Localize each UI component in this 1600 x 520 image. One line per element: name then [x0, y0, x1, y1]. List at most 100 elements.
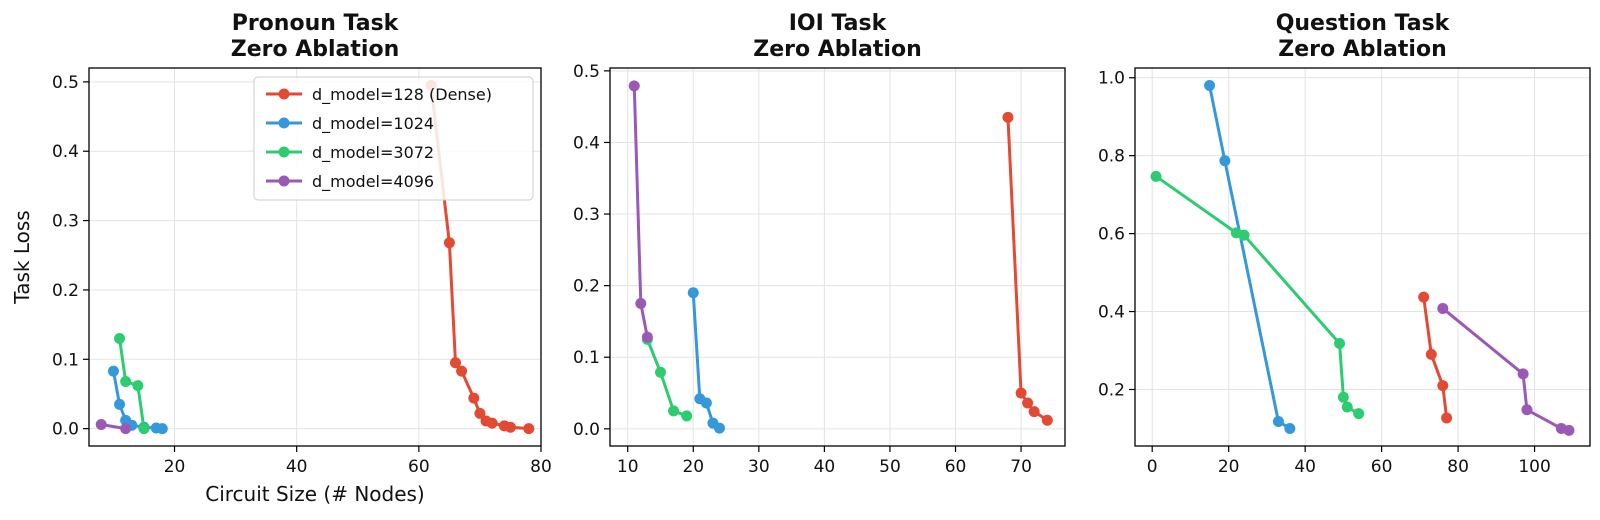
chart-panel-1: 20 40 60 80 0.0 0.1 0.2 0.3 0.4 0.5 Pronoun TaskZe…	[10, 11, 552, 506]
series-line-dense	[1006, 115, 1049, 422]
x-tick-label: 60	[1371, 457, 1393, 477]
data-point-dense	[486, 417, 498, 429]
data-point-d1024	[687, 287, 699, 299]
x-tick-label: 40	[286, 457, 308, 477]
legend-label-d1024: d_model=1024	[312, 114, 434, 134]
data-point-d4096	[641, 331, 653, 343]
data-point-d1024	[107, 365, 119, 377]
y-tick-label: 0.0	[52, 420, 79, 440]
series-line-d3072	[118, 337, 146, 431]
data-point-d4096	[120, 423, 132, 435]
data-point-dense	[443, 237, 455, 249]
data-point-d3072	[681, 410, 693, 422]
data-point-d1024	[1204, 80, 1216, 92]
data-point-d3072	[654, 366, 666, 378]
chart-title-line-1: Pronoun Task	[232, 11, 400, 36]
y-tick-label: 0.2	[52, 281, 79, 301]
series-line-dense	[1422, 295, 1449, 420]
chart-panel-3: 0 20 40 60 80 100 0.2 0.4 0.6 0.8 1.0 Question Task…	[1098, 11, 1591, 477]
x-tick-label: 0	[1147, 457, 1158, 477]
legend: d_model=128 (Dense) d_model=1024 d_model=3…	[253, 76, 534, 201]
data-point-dense	[468, 392, 480, 404]
data-point-d3072	[138, 423, 150, 435]
axes-frame	[88, 67, 542, 447]
x-tick-label: 40	[1294, 457, 1316, 477]
y-tick-label: 0.4	[1098, 303, 1125, 323]
chart-title-line-2: Zero Ablation	[231, 37, 400, 62]
y-axis-label: Task Loss	[10, 210, 34, 304]
y-tick-label: 0.8	[1098, 147, 1125, 167]
data-point-d3072	[1150, 170, 1162, 182]
y-tick-label: 0.5	[52, 73, 79, 93]
chart-title-line-1: IOI Task	[789, 11, 888, 36]
series-line-d4096	[1441, 306, 1571, 432]
data-point-dense	[474, 407, 486, 419]
data-point-d3072	[1353, 408, 1365, 420]
data-point-dense	[504, 421, 516, 433]
y-tick-label: 0.2	[573, 277, 600, 297]
y-tick-label: 0.5	[573, 62, 600, 82]
legend-label-d4096: d_model=4096	[312, 172, 434, 192]
series-line-d1024	[1208, 84, 1292, 430]
data-point-d1024	[156, 423, 168, 435]
y-tick-label: 0.2	[1098, 380, 1125, 400]
x-tick-label: 60	[945, 457, 967, 477]
y-tick-label: 0.4	[573, 133, 600, 153]
data-point-dense	[449, 357, 461, 369]
legend-label-d3072: d_model=3072	[312, 143, 434, 163]
data-point-d1024	[1272, 415, 1284, 427]
x-tick-label: 20	[1218, 457, 1240, 477]
data-point-dense	[456, 365, 468, 377]
x-tick-label: 10	[617, 457, 639, 477]
y-tick-label: 0.1	[573, 348, 600, 368]
data-point-dense	[1028, 406, 1040, 418]
x-tick-label: 70	[1010, 457, 1032, 477]
data-point-d4096	[95, 418, 107, 430]
data-point-dense	[1041, 414, 1053, 426]
data-point-d4096	[1437, 302, 1449, 314]
data-point-dense	[1425, 348, 1437, 360]
axes-frame	[1134, 67, 1591, 447]
data-point-d1024	[1219, 155, 1231, 167]
y-tick-label: 0.4	[52, 142, 79, 162]
legend-marker-dense	[278, 88, 290, 100]
data-point-d3072	[1337, 391, 1349, 403]
chart-title-line-1: Question Task	[1276, 11, 1451, 36]
x-tick-label: 80	[530, 457, 552, 477]
y-tick-label: 0.3	[52, 212, 79, 232]
data-point-d1024	[700, 397, 712, 409]
legend-marker-d1024	[278, 117, 290, 129]
data-point-dense	[1437, 380, 1449, 392]
data-point-d3072	[114, 332, 126, 344]
data-point-d4096	[635, 298, 647, 310]
series-line-d3072	[1154, 174, 1361, 416]
y-tick-label: 0.3	[573, 205, 600, 225]
x-axis-label: Circuit Size (# Nodes)	[205, 482, 424, 506]
data-point-d1024	[114, 398, 126, 410]
data-point-d4096	[1521, 404, 1533, 416]
x-tick-label: 30	[748, 457, 770, 477]
data-point-d3072	[132, 380, 144, 392]
series-line-d3072	[645, 337, 689, 418]
legend-box	[253, 76, 534, 201]
y-tick-label: 0.6	[1098, 225, 1125, 245]
data-point-d3072	[668, 405, 680, 417]
data-point-dense	[1441, 412, 1453, 424]
data-point-d4096	[1563, 424, 1575, 436]
legend-label-dense: d_model=128 (Dense)	[312, 85, 492, 105]
data-point-dense	[1002, 111, 1014, 123]
x-tick-label: 20	[682, 457, 704, 477]
data-point-d3072	[120, 375, 132, 387]
data-point-d1024	[713, 422, 725, 434]
legend-marker-d4096	[278, 175, 290, 187]
chart-panel-2: 10 20 30 40 50 60 70 0.0 0.1 0.2 0.3 0.4 0.5 IOI Task…	[573, 11, 1066, 477]
x-tick-label: 20	[164, 457, 186, 477]
data-point-d1024	[1284, 422, 1296, 434]
data-point-d4096	[1517, 368, 1529, 380]
data-point-d3072	[1334, 338, 1346, 350]
x-tick-label: 60	[408, 457, 430, 477]
x-tick-label: 80	[1447, 457, 1469, 477]
data-point-dense	[1022, 397, 1034, 409]
data-point-dense	[523, 423, 535, 435]
